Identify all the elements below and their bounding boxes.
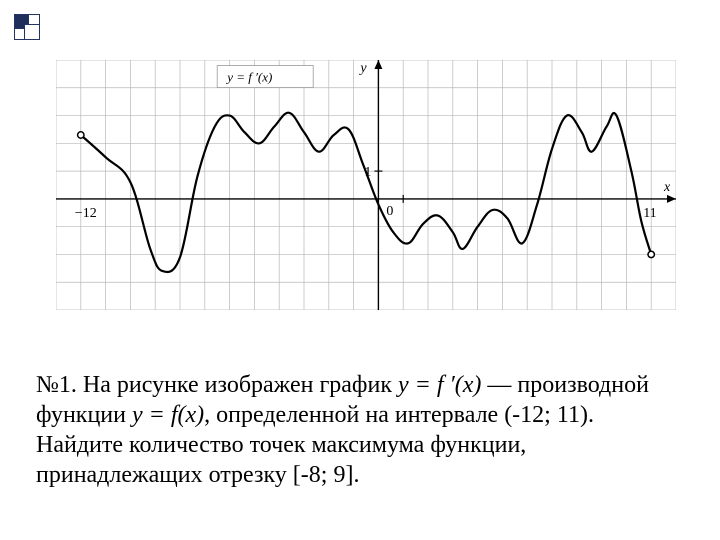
equation-2: y = f(x) <box>132 402 204 428</box>
svg-text:11: 11 <box>643 206 656 221</box>
svg-text:−12: −12 <box>75 206 97 221</box>
svg-text:x: x <box>663 180 671 195</box>
problem-statement: №1. На рисунке изображен график y = f ′(… <box>36 370 686 490</box>
problem-number: №1. <box>36 372 77 398</box>
text-1: На рисунке изображен график <box>77 372 398 398</box>
svg-text:y = f ′(x): y = f ′(x) <box>225 70 272 85</box>
svg-text:y: y <box>358 61 367 76</box>
svg-text:0: 0 <box>386 204 393 219</box>
equation-1: y = f ′(x) <box>398 372 481 398</box>
derivative-chart: 01xy−1211y = f ′(x) <box>56 60 676 310</box>
